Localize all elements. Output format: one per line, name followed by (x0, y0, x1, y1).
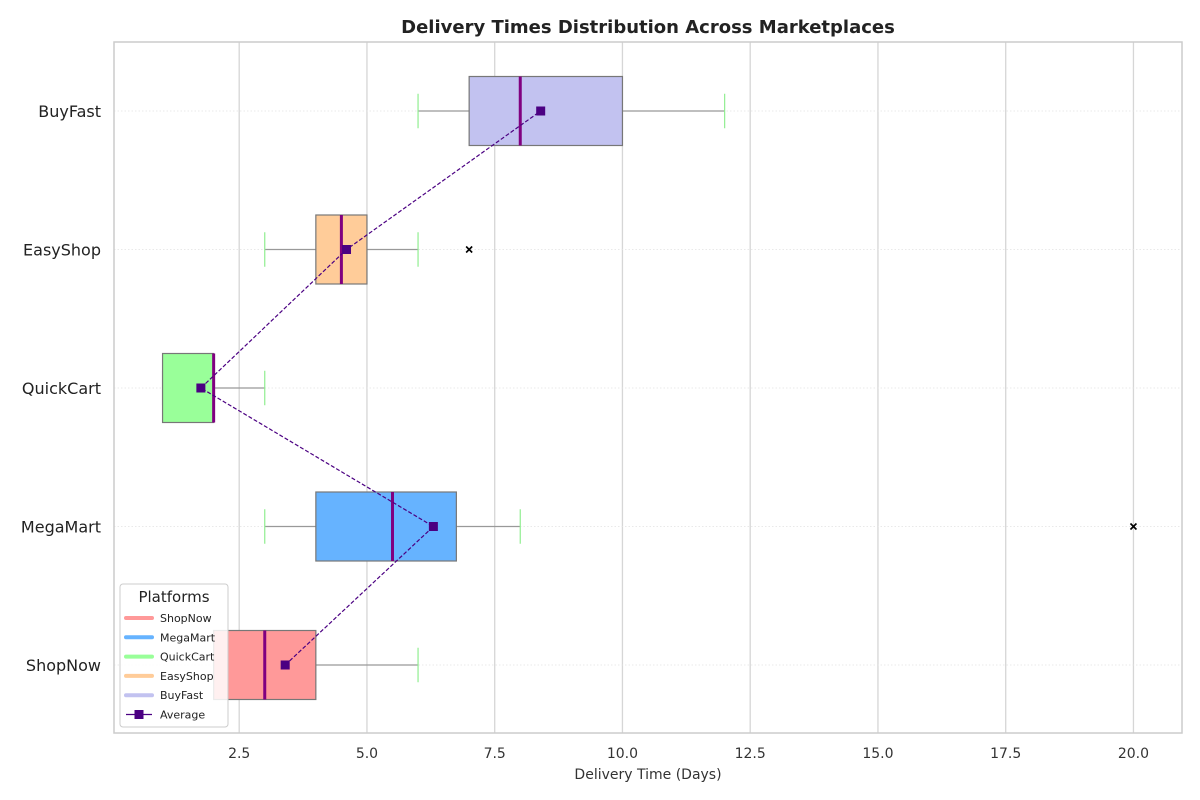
x-tick-labels: 2.5 5.0 7.5 10.0 12.5 15.0 17.5 20.0 (228, 746, 1149, 762)
x-tick-label: 20.0 (1118, 746, 1149, 762)
y-category-label: EasyShop (23, 241, 101, 260)
legend-label: Average (160, 709, 205, 722)
box-buyfast (468, 75, 624, 147)
mean-line-layer (196, 106, 546, 670)
average-line (199, 110, 542, 666)
average-marker (196, 383, 206, 393)
x-tick-label: 15.0 (862, 746, 893, 762)
legend-label: BuyFast (160, 689, 204, 702)
x-tick-label: 5.0 (356, 746, 378, 762)
legend-average-marker (134, 710, 144, 719)
legend: Platforms ShopNow MegaMart QuickCart EasySh… (119, 583, 229, 728)
x-axis-label: Delivery Time (Days) (574, 767, 721, 783)
y-category-labels: ShopNow MegaMart QuickCart EasyShop BuyFast (21, 102, 101, 675)
x-tick-label: 12.5 (735, 746, 766, 762)
x-tick-label: 2.5 (228, 746, 250, 762)
outlier-cross-b (465, 245, 473, 254)
average-marker (342, 245, 352, 254)
grid-layer (114, 42, 1182, 733)
x-tick-label: 10.0 (607, 746, 638, 762)
y-category-label: ShopNow (26, 656, 101, 675)
average-marker (536, 106, 546, 116)
average-marker (428, 522, 438, 531)
outlier-marker (1129, 522, 1138, 531)
legend-label: ShopNow (160, 612, 212, 625)
y-category-label: MegaMart (21, 518, 101, 537)
legend-entries: ShopNow MegaMart QuickCart EasyShop BuyFast A… (124, 612, 216, 722)
chart-title: Delivery Times Distribution Across Marke… (401, 17, 895, 38)
y-category-label: BuyFast (38, 102, 101, 121)
average-marker (280, 660, 290, 670)
box-quickcart (161, 352, 215, 424)
legend-label: EasyShop (160, 670, 214, 683)
x-tick-label: 7.5 (484, 746, 506, 762)
legend-title: Platforms (138, 588, 209, 606)
x-tick-label: 17.5 (990, 746, 1021, 762)
legend-label: MegaMart (160, 631, 216, 644)
legend-label: QuickCart (160, 651, 215, 664)
outlier-marker (465, 245, 473, 254)
plot-area-frame (113, 41, 1183, 734)
y-category-label: QuickCart (22, 379, 101, 398)
outlier-cross-b (1129, 522, 1138, 531)
